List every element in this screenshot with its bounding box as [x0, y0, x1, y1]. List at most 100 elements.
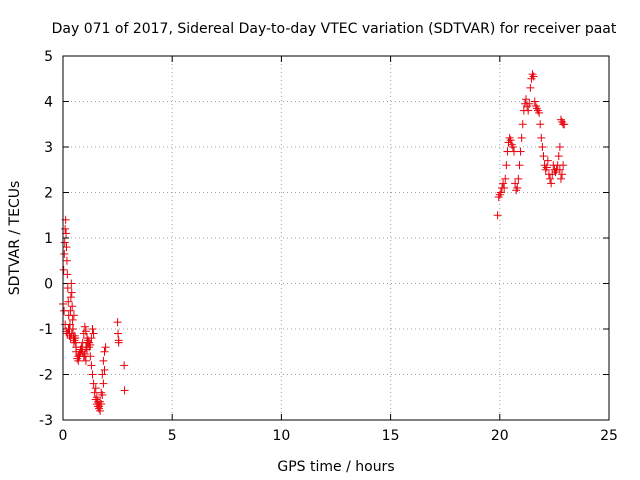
data-point	[88, 370, 97, 379]
data-point	[87, 361, 96, 370]
data-point	[80, 352, 89, 361]
data-point	[61, 224, 70, 233]
data-point	[496, 188, 505, 197]
data-point	[505, 133, 514, 142]
data-point	[535, 108, 544, 117]
data-point	[114, 329, 123, 338]
data-point	[556, 174, 565, 183]
data-point	[67, 329, 76, 338]
data-point	[543, 156, 552, 165]
data-point	[100, 347, 109, 356]
data-point	[95, 402, 104, 411]
data-point	[536, 120, 545, 129]
data-point	[526, 83, 535, 92]
data-point	[527, 74, 536, 83]
data-point	[88, 325, 97, 333]
y-tick-label: 3	[44, 140, 53, 156]
plot-frame	[62, 55, 610, 421]
data-point	[63, 270, 72, 279]
x-tick-label: 10	[272, 428, 290, 444]
data-point	[83, 345, 92, 354]
data-point	[66, 293, 75, 302]
data-point	[101, 343, 110, 352]
data-point	[537, 133, 546, 142]
x-axis-label: GPS time / hours	[277, 459, 394, 475]
data-point	[511, 179, 520, 188]
y-tick-label: 2	[44, 186, 53, 202]
data-point	[62, 256, 71, 265]
data-point	[91, 395, 100, 404]
data-point	[542, 163, 551, 172]
data-point	[120, 361, 129, 370]
data-point	[555, 165, 564, 174]
data-point	[525, 99, 534, 108]
data-point	[89, 379, 98, 388]
data-point	[71, 334, 80, 343]
data-point	[60, 238, 69, 247]
x-tick-label: 5	[168, 428, 177, 444]
data-point	[501, 174, 510, 183]
data-point	[67, 288, 76, 297]
y-tick-label: 1	[44, 231, 53, 247]
x-tick-label: 0	[59, 428, 68, 444]
data-point	[120, 386, 129, 395]
data-point	[500, 183, 509, 192]
data-point	[558, 170, 567, 179]
data-point	[502, 161, 511, 170]
data-point	[508, 143, 517, 151]
y-tick-label: 4	[44, 95, 53, 111]
data-point	[524, 106, 533, 115]
data-point	[528, 70, 537, 79]
x-tick-label: 20	[491, 428, 509, 444]
data-points	[59, 70, 569, 415]
data-point	[559, 161, 568, 170]
data-point	[517, 133, 526, 142]
data-point	[558, 117, 567, 126]
data-point	[534, 106, 543, 115]
data-point	[554, 152, 563, 161]
data-point	[60, 306, 69, 315]
axis-ticks: 0 5 10 15 20 25 -3 -2 -1 0 1 2 3 4 5	[39, 49, 618, 444]
data-point	[539, 152, 548, 161]
data-point	[68, 325, 77, 333]
data-point	[81, 356, 90, 365]
data-point	[63, 284, 72, 293]
data-point	[91, 384, 100, 393]
data-point	[98, 390, 107, 399]
y-tick-label: 0	[44, 277, 53, 293]
data-point	[84, 338, 93, 347]
data-point	[538, 143, 547, 151]
y-axis-label: SDTVAR / TECUs	[7, 181, 23, 296]
data-point	[99, 379, 108, 388]
data-point	[114, 338, 123, 347]
data-point	[83, 334, 92, 343]
data-point	[513, 183, 522, 192]
y-tick-label: 5	[44, 49, 53, 65]
data-point	[515, 161, 524, 170]
data-point	[516, 147, 525, 156]
data-point	[81, 327, 90, 336]
data-point	[506, 136, 515, 145]
data-point	[531, 102, 540, 111]
data-point	[546, 174, 555, 183]
data-point	[77, 343, 86, 352]
data-point	[59, 265, 68, 274]
data-point	[512, 186, 521, 195]
data-point	[493, 211, 502, 220]
data-point	[97, 400, 106, 409]
data-point	[494, 193, 503, 202]
data-point	[80, 322, 89, 331]
data-point	[560, 120, 569, 129]
y-tick-label: -1	[39, 322, 53, 338]
x-tick-label: 15	[382, 428, 400, 444]
data-point	[96, 406, 105, 415]
data-point	[499, 179, 508, 188]
data-point	[62, 243, 71, 252]
chart-title: Day 071 of 2017, Sidereal Day-to-day VTE…	[52, 21, 617, 37]
data-point	[113, 318, 122, 327]
data-point	[69, 311, 78, 320]
grid-lines	[63, 56, 609, 420]
data-point	[530, 97, 539, 106]
data-point	[495, 190, 504, 199]
